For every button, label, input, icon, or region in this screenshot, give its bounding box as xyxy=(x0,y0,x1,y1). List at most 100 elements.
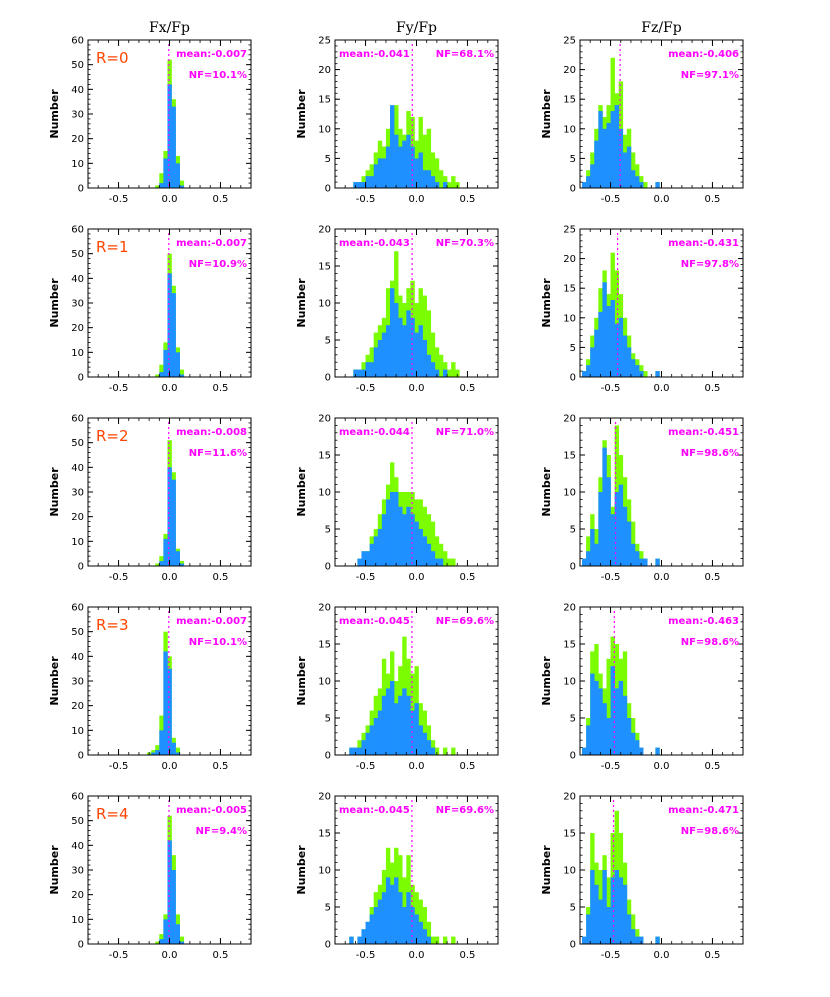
y-tick-label: 60 xyxy=(71,603,84,614)
bar-subset xyxy=(361,929,366,944)
y-tick-label: 40 xyxy=(71,274,84,285)
bar-subset xyxy=(390,884,395,944)
bar-subset xyxy=(381,514,387,566)
x-tick-label: -0.5 xyxy=(109,761,129,772)
bar-subset xyxy=(414,703,419,755)
x-tick-label: 0.0 xyxy=(654,761,670,772)
bar-subset xyxy=(635,740,640,755)
bar-subset xyxy=(582,747,587,755)
bar-subset xyxy=(594,543,599,566)
y-tick-label: 5 xyxy=(570,154,576,165)
mean-annotation: mean:-0.007 xyxy=(176,616,247,627)
bar-subset xyxy=(622,506,628,566)
y-tick-label: 20 xyxy=(71,701,84,712)
y-tick-label: 0 xyxy=(78,940,84,951)
bar-subset xyxy=(586,551,591,566)
x-tick-label: 0.5 xyxy=(704,950,720,961)
bar-subset xyxy=(614,492,620,566)
y-tick-label: 20 xyxy=(318,792,331,803)
bar-all xyxy=(430,332,436,377)
y-tick-label: 20 xyxy=(563,254,576,265)
y-tick-label: 50 xyxy=(71,816,84,827)
bar-subset xyxy=(639,936,644,944)
bar-all xyxy=(451,558,456,566)
x-tick-label: -0.5 xyxy=(601,761,621,772)
bar-subset xyxy=(602,870,607,944)
histogram-panel-r1-c2: 0 5 10 15 20 25 -0.5 0.0 0.5 Number mean:-0.431 NF=… xyxy=(540,225,744,394)
bar-subset xyxy=(622,695,628,755)
bar-subset xyxy=(626,146,632,188)
y-axis-label: Number xyxy=(295,467,308,517)
bar-subset xyxy=(377,158,383,188)
bar-subset xyxy=(586,725,591,755)
bar-subset xyxy=(430,362,436,377)
bar-all xyxy=(447,369,452,377)
histogram-panel-r4-c1: 0 5 10 15 20 -0.5 0.0 0.5 Number mean:-0.045 NF=69… xyxy=(295,792,499,961)
bar-subset xyxy=(179,185,185,188)
y-tick-label: 50 xyxy=(71,249,84,260)
bar-subset xyxy=(171,106,176,188)
bar-subset xyxy=(586,365,591,377)
y-tick-label: 0 xyxy=(325,562,331,573)
bar-subset xyxy=(369,725,375,755)
x-tick-label: -0.5 xyxy=(356,194,376,205)
bar-subset xyxy=(635,176,640,188)
y-axis-label: Number xyxy=(295,656,308,706)
x-tick-label: 0.0 xyxy=(654,383,670,394)
bar-subset xyxy=(385,146,391,188)
y-tick-label: 5 xyxy=(325,154,331,165)
bar-subset xyxy=(414,914,419,944)
y-tick-label: 60 xyxy=(71,414,84,425)
nf-annotation: NF=98.6% xyxy=(681,448,739,459)
bar-subset xyxy=(426,740,432,755)
nf-annotation: NF=11.6% xyxy=(189,448,247,459)
bar-all xyxy=(155,563,160,566)
bar-subset xyxy=(418,921,423,944)
bar-all xyxy=(434,936,440,944)
bar-subset xyxy=(626,718,632,755)
bar-all xyxy=(155,185,160,188)
bar-subset xyxy=(390,105,395,188)
bar-all xyxy=(438,170,444,188)
bar-all xyxy=(434,536,440,566)
bar-all xyxy=(438,354,444,377)
bar-subset xyxy=(159,372,164,377)
bar-subset xyxy=(410,146,415,188)
bar-subset xyxy=(369,914,375,944)
bar-all xyxy=(451,176,456,188)
bar-subset xyxy=(610,877,615,944)
bar-subset xyxy=(175,752,180,755)
bar-subset xyxy=(422,536,427,566)
bar-subset xyxy=(622,884,628,944)
bar-all xyxy=(451,747,456,755)
bar-subset xyxy=(655,558,660,566)
bar-subset xyxy=(630,732,636,755)
bar-all xyxy=(451,936,456,944)
bar-subset xyxy=(598,688,603,755)
bar-subset xyxy=(630,359,636,377)
bar-subset xyxy=(422,170,427,188)
x-tick-label: 0.0 xyxy=(162,572,178,583)
bar-subset xyxy=(385,688,391,755)
bar-subset xyxy=(361,182,366,188)
bar-subset xyxy=(171,870,176,944)
bar-subset xyxy=(430,551,436,566)
mean-annotation: mean:-0.045 xyxy=(339,616,410,627)
y-tick-label: 10 xyxy=(71,726,84,737)
bar-subset xyxy=(179,563,185,566)
bar-subset xyxy=(179,941,185,944)
y-tick-label: 25 xyxy=(563,36,576,47)
y-tick-label: 15 xyxy=(563,640,576,651)
bar-subset xyxy=(406,506,411,566)
y-tick-label: 10 xyxy=(318,299,331,310)
x-tick-label: 0.0 xyxy=(654,194,670,205)
bar-subset xyxy=(610,111,615,188)
bar-subset xyxy=(606,477,611,566)
y-tick-label: 10 xyxy=(318,677,331,688)
histogram-panel-r0-c2: 0 5 10 15 20 25 -0.5 0.0 0.5 Number mean:-0.406 NF=… xyxy=(540,36,744,205)
bar-subset xyxy=(438,558,444,566)
bar-subset xyxy=(394,877,399,944)
y-tick-label: 40 xyxy=(71,463,84,474)
bar-subset xyxy=(614,870,620,944)
y-tick-label: 20 xyxy=(563,603,576,614)
